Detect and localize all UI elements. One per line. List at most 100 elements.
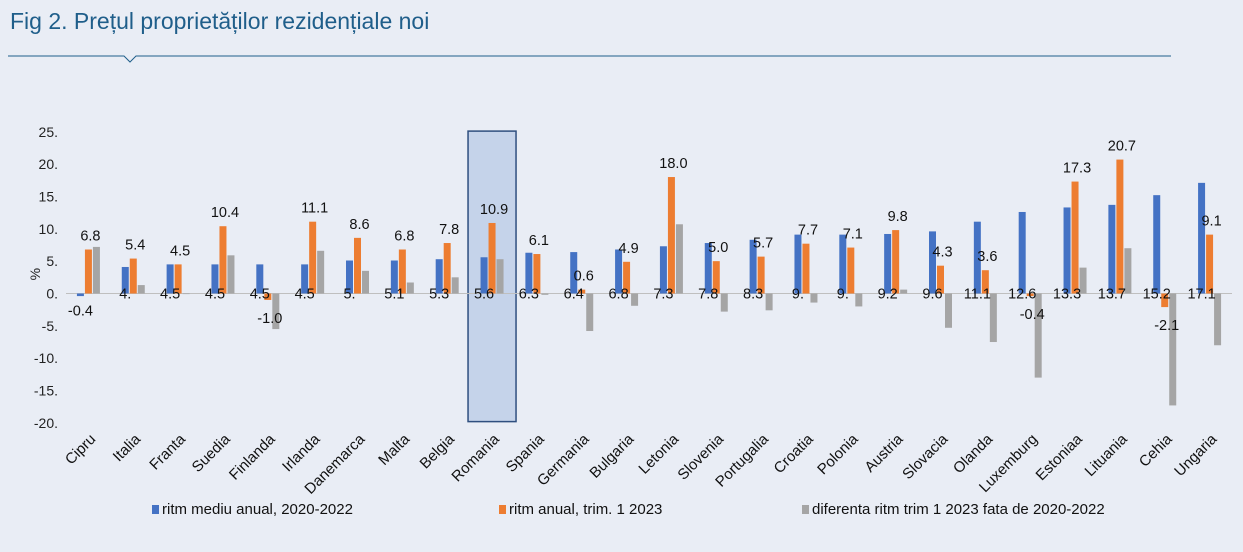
bar: [623, 261, 631, 294]
bar: [1169, 293, 1177, 406]
bar: [309, 221, 317, 294]
bar: [884, 233, 892, 294]
data-label: 3.6: [977, 249, 997, 265]
data-label: -0.4: [1020, 307, 1045, 323]
data-label: 9.: [792, 287, 804, 303]
title-underline: [8, 55, 1171, 63]
bar: [1214, 293, 1222, 346]
data-label: -1.0: [257, 311, 282, 327]
data-label: -0.4: [68, 304, 93, 320]
data-label: 8.6: [349, 217, 369, 233]
legend-swatch: [499, 505, 506, 514]
bar: [227, 255, 235, 294]
bar: [541, 293, 549, 295]
bar: [794, 234, 802, 294]
data-label: 9.8: [888, 209, 908, 225]
bar: [346, 260, 353, 294]
legend-label: ritm anual, trim. 1 2023: [509, 501, 662, 518]
data-label: 17.1: [1187, 287, 1215, 303]
y-axis-label: %: [27, 268, 43, 280]
bar: [570, 252, 578, 294]
bar: [578, 289, 586, 294]
bar: [900, 289, 908, 294]
bar: [1116, 159, 1124, 294]
data-label: 9.1: [1201, 214, 1221, 230]
bar: [480, 257, 488, 294]
bar: [1026, 293, 1034, 297]
bar: [802, 243, 810, 294]
data-label: 8.3: [743, 287, 763, 303]
data-label: 6.8: [608, 287, 628, 303]
data-label: 11.1: [964, 287, 991, 303]
bar: [174, 264, 182, 294]
bar: [451, 277, 459, 294]
legend-label: diferenta ritm trim 1 2023 fata de 2020-…: [812, 501, 1105, 518]
bar: [1198, 182, 1206, 294]
bar: [586, 293, 594, 332]
bar: [1161, 293, 1169, 308]
bar: [1079, 267, 1087, 294]
bar: [211, 264, 219, 294]
data-label: 4.5: [160, 287, 180, 303]
data-label: 5.4: [125, 238, 145, 254]
bar: [839, 234, 847, 294]
category-label: Croatia: [771, 430, 818, 477]
data-label: 5.3: [429, 287, 449, 303]
data-label: 12.6: [1008, 287, 1036, 303]
data-label: 7.8: [439, 222, 459, 238]
bar: [892, 230, 900, 294]
bar: [981, 270, 989, 294]
data-label: 5.: [343, 287, 355, 303]
data-label: 9.: [837, 287, 849, 303]
data-label: 13.7: [1098, 287, 1126, 303]
bar: [704, 243, 712, 294]
bar: [1206, 234, 1214, 294]
bar: [121, 266, 129, 294]
bar: [1108, 204, 1116, 294]
bar: [1018, 211, 1026, 294]
data-label: 7.7: [798, 223, 818, 239]
bar: [264, 293, 272, 300]
data-label: 6.8: [394, 229, 414, 245]
y-tick-label: 20.: [39, 156, 58, 172]
bar: [84, 249, 92, 294]
bar: [847, 247, 855, 294]
data-label: 6.4: [564, 287, 584, 303]
category-label: Slovacia: [899, 430, 952, 483]
bar: [354, 237, 361, 294]
bar: [937, 265, 944, 294]
bar: [1153, 195, 1161, 294]
y-tick-label: 15.: [39, 188, 58, 204]
data-label: 6.1: [529, 233, 549, 249]
bar: [525, 252, 533, 294]
bar: [765, 293, 773, 311]
bar: [76, 293, 84, 297]
data-label: 13.3: [1053, 287, 1081, 303]
bar: [810, 293, 818, 303]
data-label: 10.9: [480, 202, 508, 218]
data-label: 7.1: [843, 227, 863, 243]
legend-label: ritm mediu anual, 2020-2022: [162, 501, 353, 518]
category-label: Franta: [146, 430, 189, 473]
category-label: Malta: [375, 430, 413, 468]
bar: [301, 264, 309, 294]
data-label: 4.5: [250, 287, 270, 303]
data-label: 15.2: [1143, 287, 1171, 303]
data-label: -2.1: [1154, 318, 1179, 334]
y-tick-label: -20.: [34, 415, 58, 431]
data-label: 17.3: [1063, 161, 1091, 177]
data-label: 7.3: [653, 287, 673, 303]
category-label: Estoniaa: [1033, 430, 1087, 484]
data-label: 18.0: [659, 156, 687, 172]
y-tick-label: 25.: [39, 124, 58, 140]
category-label: Lituania: [1082, 430, 1132, 480]
bar: [1071, 181, 1079, 294]
bar: [256, 264, 264, 294]
y-tick-label: -5.: [42, 318, 58, 334]
data-label: 4.5: [205, 287, 225, 303]
data-label: 5.7: [753, 236, 773, 252]
bar: [675, 224, 683, 294]
bar: [166, 264, 174, 294]
data-label: 9.6: [922, 287, 942, 303]
category-label: Ungaria: [1171, 430, 1221, 480]
